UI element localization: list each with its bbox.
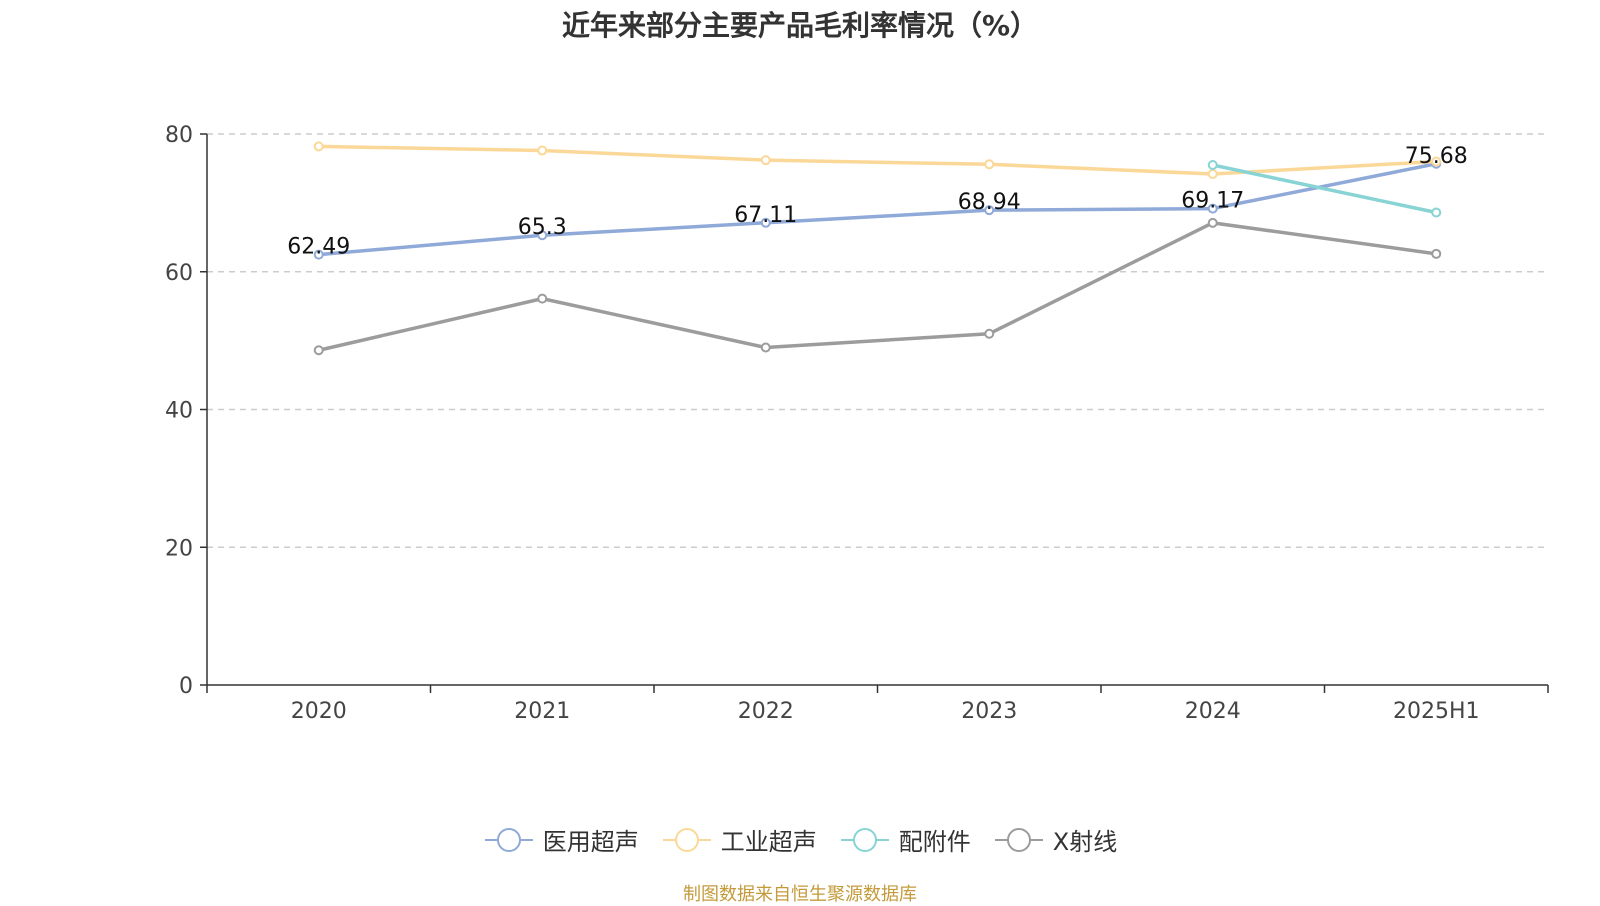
legend-marker-icon <box>662 827 711 852</box>
x-tick-label: 2020 <box>291 699 347 724</box>
data-point <box>1207 168 1218 179</box>
data-label: 62.49 <box>287 235 350 260</box>
data-point <box>537 230 548 241</box>
legend-item[interactable]: 配附件 <box>839 822 971 857</box>
x-tick-label: 2021 <box>514 699 570 724</box>
legend-circle <box>1006 827 1031 852</box>
legend[interactable]: 医用超声 工业超声 配附件 X射线 <box>0 822 1600 857</box>
series-line <box>318 144 1437 176</box>
data-point <box>1431 156 1442 167</box>
data-point <box>537 145 548 156</box>
chart-title: 近年来部分主要产品毛利率情况（%） <box>561 9 1039 42</box>
series-line <box>1212 163 1437 215</box>
x-tick-label: 2024 <box>1185 699 1241 724</box>
data-point <box>1207 203 1218 214</box>
data-point <box>760 155 771 166</box>
legend-item[interactable]: 工业超声 <box>661 822 817 857</box>
data-label: 75.68 <box>1405 144 1468 169</box>
legend-item[interactable]: X射线 <box>993 822 1117 857</box>
y-tick-label: 20 <box>165 536 193 561</box>
grid-lines <box>207 133 1548 548</box>
data-point <box>1431 248 1442 259</box>
data-label: 69.17 <box>1181 189 1244 214</box>
data-point <box>760 342 771 353</box>
data-point <box>1207 217 1218 228</box>
legend-circle <box>496 827 521 852</box>
legend-circle <box>674 827 699 852</box>
legend-item[interactable]: 医用超声 <box>483 822 639 857</box>
x-tick-label: 2022 <box>738 699 794 724</box>
legend-marker-icon <box>840 827 889 852</box>
data-point <box>1431 207 1442 218</box>
data-label: 68.94 <box>958 190 1021 215</box>
data-point <box>1207 159 1218 170</box>
data-point <box>313 345 324 356</box>
legend-label: X射线 <box>1052 828 1118 856</box>
data-point <box>984 328 995 339</box>
series-line <box>318 162 1437 257</box>
y-tick-label: 60 <box>165 261 193 286</box>
data-label: 67.11 <box>734 203 797 228</box>
x-tick-label: 2023 <box>961 699 1017 724</box>
x-tick-label: 2025H1 <box>1393 699 1480 724</box>
data-labels: 62.49 65.3 67.11 68.94 69.17 75.68 <box>287 144 1467 260</box>
data-point <box>313 141 324 152</box>
legend-circle <box>852 827 877 852</box>
y-tick-label: 0 <box>179 674 193 699</box>
source-note: 制图数据来自恒生聚源数据库 <box>683 884 917 905</box>
data-point <box>313 249 324 260</box>
legend-marker-icon <box>994 827 1043 852</box>
data-point <box>537 293 548 304</box>
legend-label: 配附件 <box>898 828 971 856</box>
legend-label: 医用超声 <box>542 828 639 856</box>
data-point <box>760 217 771 228</box>
series-lines <box>313 141 1442 356</box>
y-tick-label: 40 <box>165 399 193 424</box>
legend-marker-icon <box>484 827 533 852</box>
data-label: 65.3 <box>518 215 567 240</box>
axes: 0 20 40 60 80 2020 2021 2022 2023 2024 2025H1 <box>165 123 1549 724</box>
data-point <box>984 159 995 170</box>
series-line <box>318 221 1437 352</box>
data-point <box>984 205 995 216</box>
y-tick-label: 80 <box>165 123 193 148</box>
legend-label: 工业超声 <box>720 828 817 856</box>
